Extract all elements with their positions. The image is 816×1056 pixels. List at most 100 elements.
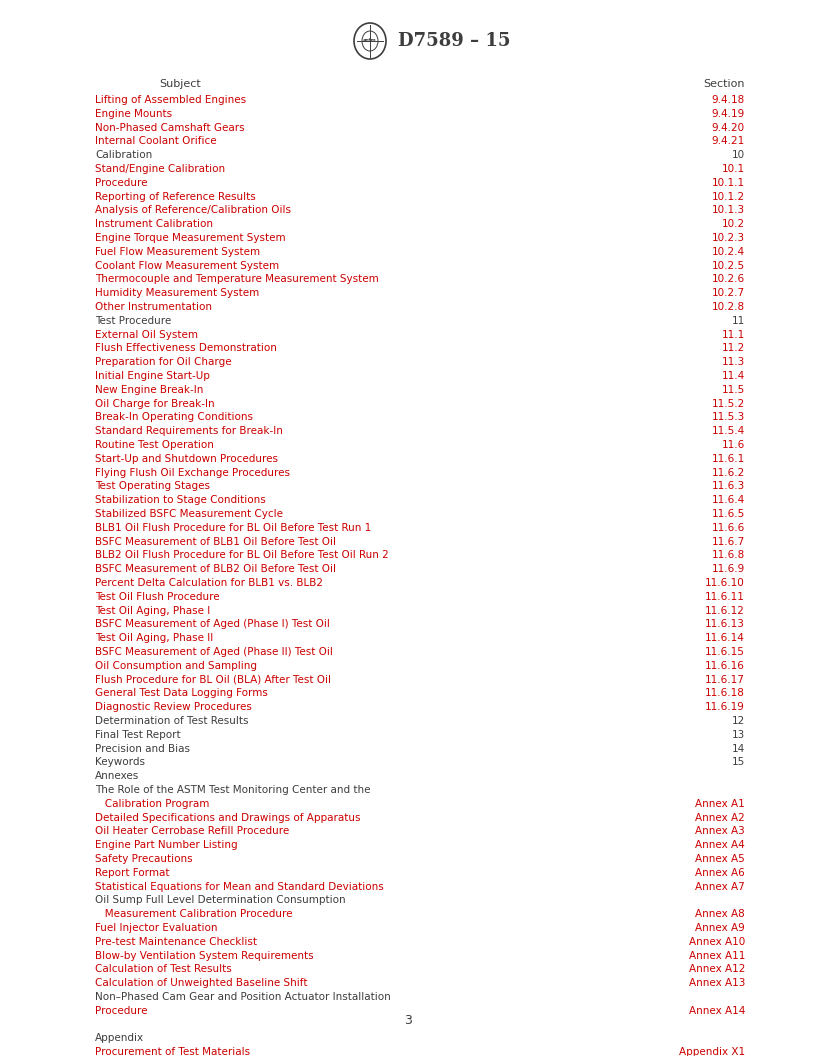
Text: Oil Heater Cerrobase Refill Procedure: Oil Heater Cerrobase Refill Procedure: [95, 827, 289, 836]
Text: Annex A6: Annex A6: [695, 868, 745, 878]
Text: 11.6.13: 11.6.13: [705, 620, 745, 629]
Text: Calculation of Test Results: Calculation of Test Results: [95, 964, 232, 975]
Text: 10.2.5: 10.2.5: [712, 261, 745, 270]
Text: Test Procedure: Test Procedure: [95, 316, 171, 326]
Text: 10.1: 10.1: [722, 164, 745, 174]
Text: BSFC Measurement of Aged (Phase II) Test Oil: BSFC Measurement of Aged (Phase II) Test…: [95, 647, 333, 657]
Text: 3: 3: [404, 1015, 412, 1027]
Text: 11.6.1: 11.6.1: [712, 454, 745, 464]
Text: 15: 15: [732, 757, 745, 768]
Text: Start-Up and Shutdown Procedures: Start-Up and Shutdown Procedures: [95, 454, 278, 464]
Text: 10.2.3: 10.2.3: [712, 233, 745, 243]
Text: Annex A10: Annex A10: [689, 937, 745, 947]
Text: Standard Requirements for Break-In: Standard Requirements for Break-In: [95, 427, 283, 436]
Text: Fuel Flow Measurement System: Fuel Flow Measurement System: [95, 247, 260, 257]
Text: Calibration Program: Calibration Program: [95, 798, 210, 809]
Text: 11.6.11: 11.6.11: [705, 591, 745, 602]
Text: Procurement of Test Materials: Procurement of Test Materials: [95, 1048, 251, 1056]
Text: 11.6.10: 11.6.10: [705, 578, 745, 588]
Text: 11.2: 11.2: [721, 343, 745, 354]
Text: Test Operating Stages: Test Operating Stages: [95, 482, 210, 491]
Text: 10.2.7: 10.2.7: [712, 288, 745, 298]
Text: 12: 12: [732, 716, 745, 727]
Text: Diagnostic Review Procedures: Diagnostic Review Procedures: [95, 702, 252, 712]
Text: Stabilized BSFC Measurement Cycle: Stabilized BSFC Measurement Cycle: [95, 509, 283, 518]
Text: Oil Consumption and Sampling: Oil Consumption and Sampling: [95, 661, 257, 671]
Text: 10.1.2: 10.1.2: [712, 191, 745, 202]
Text: Instrument Calibration: Instrument Calibration: [95, 220, 213, 229]
Text: 11.6.4: 11.6.4: [712, 495, 745, 505]
Text: 10.2.8: 10.2.8: [712, 302, 745, 312]
Text: 9.4.19: 9.4.19: [712, 109, 745, 118]
Text: Annex A5: Annex A5: [695, 854, 745, 864]
Text: 9.4.21: 9.4.21: [712, 136, 745, 147]
Text: Preparation for Oil Charge: Preparation for Oil Charge: [95, 357, 232, 367]
Text: New Engine Break-In: New Engine Break-In: [95, 384, 203, 395]
Text: 11.6.17: 11.6.17: [705, 675, 745, 684]
Text: 11.5: 11.5: [721, 384, 745, 395]
Text: Analysis of Reference/Calibration Oils: Analysis of Reference/Calibration Oils: [95, 206, 291, 215]
Text: Engine Torque Measurement System: Engine Torque Measurement System: [95, 233, 286, 243]
Text: 11.6.16: 11.6.16: [705, 661, 745, 671]
Text: Lifting of Assembled Engines: Lifting of Assembled Engines: [95, 95, 246, 105]
Text: Annex A8: Annex A8: [695, 909, 745, 919]
Text: astm: astm: [363, 38, 377, 43]
Text: General Test Data Logging Forms: General Test Data Logging Forms: [95, 689, 268, 698]
Text: Blow-by Ventilation System Requirements: Blow-by Ventilation System Requirements: [95, 950, 313, 961]
Text: Coolant Flow Measurement System: Coolant Flow Measurement System: [95, 261, 279, 270]
Text: Section: Section: [703, 79, 745, 89]
Text: Annex A12: Annex A12: [689, 964, 745, 975]
Text: 11.4: 11.4: [721, 371, 745, 381]
Text: 11.6.18: 11.6.18: [705, 689, 745, 698]
Text: 11.5.4: 11.5.4: [712, 427, 745, 436]
Text: Internal Coolant Orifice: Internal Coolant Orifice: [95, 136, 216, 147]
Text: Break-In Operating Conditions: Break-In Operating Conditions: [95, 413, 253, 422]
Text: Test Oil Flush Procedure: Test Oil Flush Procedure: [95, 591, 220, 602]
Text: Annex A14: Annex A14: [689, 1005, 745, 1016]
Text: 9.4.18: 9.4.18: [712, 95, 745, 105]
Text: 11.6.3: 11.6.3: [712, 482, 745, 491]
Text: BLB1 Oil Flush Procedure for BL Oil Before Test Run 1: BLB1 Oil Flush Procedure for BL Oil Befo…: [95, 523, 371, 533]
Text: Precision and Bias: Precision and Bias: [95, 743, 190, 754]
Text: 11.6.14: 11.6.14: [705, 634, 745, 643]
Text: Annex A1: Annex A1: [695, 798, 745, 809]
Text: Non-Phased Camshaft Gears: Non-Phased Camshaft Gears: [95, 122, 245, 133]
Text: Annex A9: Annex A9: [695, 923, 745, 934]
Text: Oil Sump Full Level Determination Consumption: Oil Sump Full Level Determination Consum…: [95, 895, 346, 905]
Text: Fuel Injector Evaluation: Fuel Injector Evaluation: [95, 923, 218, 934]
Text: Pre-test Maintenance Checklist: Pre-test Maintenance Checklist: [95, 937, 257, 947]
Text: 10.2.6: 10.2.6: [712, 275, 745, 284]
Text: Procedure: Procedure: [95, 1005, 148, 1016]
Text: 11.6.7: 11.6.7: [712, 536, 745, 547]
Text: Annex A2: Annex A2: [695, 813, 745, 823]
Text: D7589 – 15: D7589 – 15: [398, 32, 511, 50]
Text: 10.1.1: 10.1.1: [712, 177, 745, 188]
Text: Annexes: Annexes: [95, 771, 140, 781]
Text: Appendix X1: Appendix X1: [679, 1048, 745, 1056]
Text: Routine Test Operation: Routine Test Operation: [95, 440, 214, 450]
Text: 9.4.20: 9.4.20: [712, 122, 745, 133]
Text: Flying Flush Oil Exchange Procedures: Flying Flush Oil Exchange Procedures: [95, 468, 290, 477]
Text: Percent Delta Calculation for BLB1 vs. BLB2: Percent Delta Calculation for BLB1 vs. B…: [95, 578, 323, 588]
Text: 11.6.19: 11.6.19: [705, 702, 745, 712]
Text: 11.6.6: 11.6.6: [712, 523, 745, 533]
Text: Safety Precautions: Safety Precautions: [95, 854, 193, 864]
Text: Stabilization to Stage Conditions: Stabilization to Stage Conditions: [95, 495, 266, 505]
Text: Statistical Equations for Mean and Standard Deviations: Statistical Equations for Mean and Stand…: [95, 882, 384, 891]
Text: 10: 10: [732, 150, 745, 161]
Text: 11.6.8: 11.6.8: [712, 550, 745, 561]
Text: 11.6.9: 11.6.9: [712, 564, 745, 574]
Text: 11.6: 11.6: [721, 440, 745, 450]
Text: Annex A13: Annex A13: [689, 978, 745, 988]
Text: BLB2 Oil Flush Procedure for BL Oil Before Test Oil Run 2: BLB2 Oil Flush Procedure for BL Oil Befo…: [95, 550, 388, 561]
Text: BSFC Measurement of Aged (Phase I) Test Oil: BSFC Measurement of Aged (Phase I) Test …: [95, 620, 330, 629]
Text: BSFC Measurement of BLB2 Oil Before Test Oil: BSFC Measurement of BLB2 Oil Before Test…: [95, 564, 336, 574]
Text: 11.6.15: 11.6.15: [705, 647, 745, 657]
Text: Humidity Measurement System: Humidity Measurement System: [95, 288, 259, 298]
Text: Test Oil Aging, Phase I: Test Oil Aging, Phase I: [95, 605, 211, 616]
Text: Detailed Specifications and Drawings of Apparatus: Detailed Specifications and Drawings of …: [95, 813, 361, 823]
Text: Determination of Test Results: Determination of Test Results: [95, 716, 249, 727]
Text: 10.2.4: 10.2.4: [712, 247, 745, 257]
Text: The Role of the ASTM Test Monitoring Center and the: The Role of the ASTM Test Monitoring Cen…: [95, 785, 370, 795]
Text: Flush Effectiveness Demonstration: Flush Effectiveness Demonstration: [95, 343, 277, 354]
